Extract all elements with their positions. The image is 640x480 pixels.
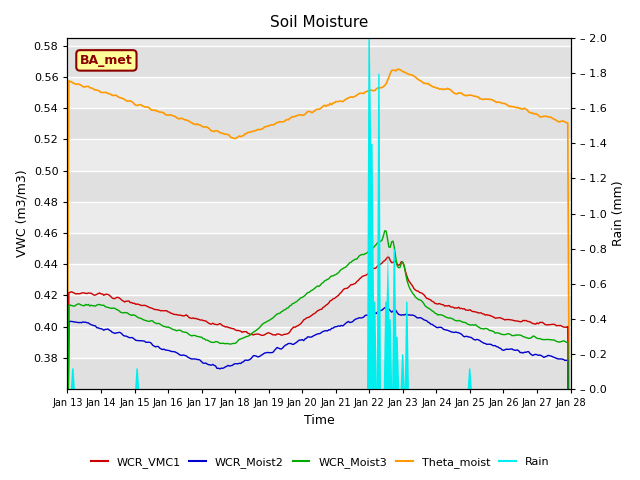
Y-axis label: Rain (mm): Rain (mm) (612, 181, 625, 246)
Legend: WCR_VMC1, WCR_Moist2, WCR_Moist3, Theta_moist, Rain: WCR_VMC1, WCR_Moist2, WCR_Moist3, Theta_… (86, 452, 554, 472)
Y-axis label: VWC (m3/m3): VWC (m3/m3) (15, 170, 28, 257)
Title: Soil Moisture: Soil Moisture (270, 15, 368, 30)
Bar (67, 77, 570, 108)
Bar (67, 140, 570, 171)
Bar (67, 358, 570, 389)
Text: BA_met: BA_met (80, 54, 132, 67)
X-axis label: Time: Time (303, 414, 334, 427)
Bar (67, 46, 570, 77)
Bar (67, 264, 570, 296)
Bar (67, 296, 570, 326)
Bar (67, 171, 570, 202)
Bar (67, 233, 570, 264)
Bar (67, 202, 570, 233)
Bar (67, 326, 570, 358)
Bar (67, 108, 570, 140)
